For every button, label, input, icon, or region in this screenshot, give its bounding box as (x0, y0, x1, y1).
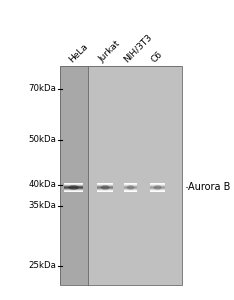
Text: 40kDa: 40kDa (28, 180, 56, 189)
Text: Aurora B: Aurora B (188, 182, 231, 193)
Text: 50kDa: 50kDa (28, 135, 56, 144)
Ellipse shape (127, 185, 134, 190)
Text: 70kDa: 70kDa (28, 84, 56, 93)
Bar (60, 66, 182, 285)
Text: C6: C6 (149, 50, 164, 64)
Text: HeLa: HeLa (67, 42, 90, 64)
Text: Jurkat: Jurkat (97, 40, 122, 64)
Bar (60, 66, 88, 285)
Text: NIH/3T3: NIH/3T3 (122, 33, 154, 64)
Ellipse shape (68, 185, 79, 190)
Bar (88, 66, 182, 285)
Ellipse shape (101, 185, 110, 190)
Text: 25kDa: 25kDa (28, 261, 56, 270)
Text: 35kDa: 35kDa (28, 201, 56, 210)
Ellipse shape (154, 185, 162, 190)
